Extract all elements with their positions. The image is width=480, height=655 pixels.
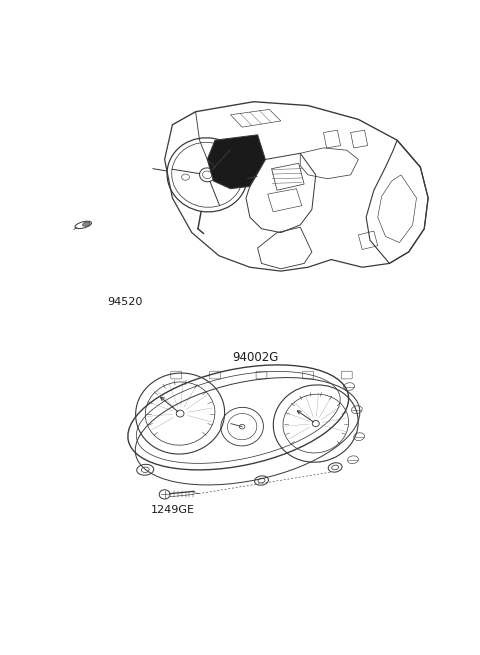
Polygon shape xyxy=(207,135,265,189)
Ellipse shape xyxy=(83,222,90,226)
Text: 1249GE: 1249GE xyxy=(150,505,194,515)
Text: 94002G: 94002G xyxy=(232,351,278,364)
Text: 94520: 94520 xyxy=(108,297,143,307)
